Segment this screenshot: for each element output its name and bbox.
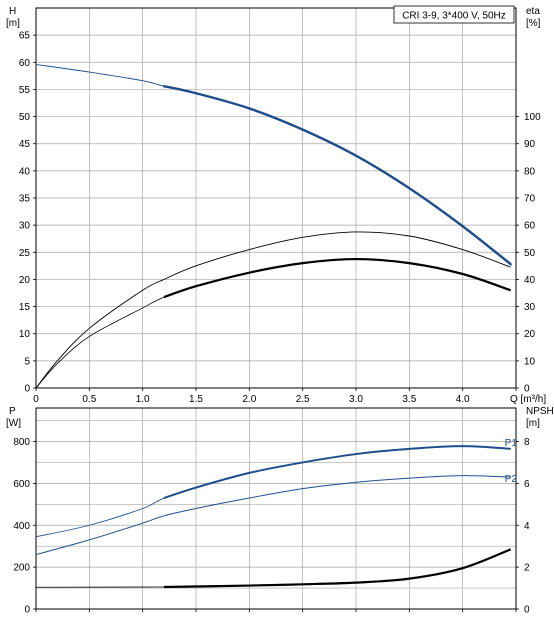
y-left-tick-label: 55	[19, 85, 31, 96]
y-right-tick-label: 8	[524, 437, 530, 448]
x-tick-label: 3.0	[349, 394, 363, 405]
x-tick-label: 0	[33, 394, 39, 405]
series-efficiency-curve-2-thin	[35, 258, 511, 389]
x-axis-label: Q [m³/h]	[510, 394, 546, 405]
series-p1-curve	[163, 445, 511, 499]
y-left-tick-label: 0	[24, 605, 30, 616]
y-left-axis-unit: [W]	[6, 418, 21, 429]
y-left-axis-unit: [m]	[6, 18, 20, 29]
y-left-tick-label: 0	[24, 384, 30, 395]
y-right-tick-label: 90	[524, 139, 536, 150]
y-right-tick-label: 0	[524, 605, 530, 616]
y-left-tick-label: 800	[13, 437, 30, 448]
y-left-axis-label: P	[9, 406, 16, 417]
y-right-axis-label: NPSH	[526, 406, 554, 417]
y-left-tick-label: 15	[19, 302, 31, 313]
x-tick-label: 2.0	[242, 394, 256, 405]
gridlines	[36, 408, 516, 609]
bottom-chart: 0 200 400 600 800 0 2 4 6 8 P[W] NPSH[m] P1 P2	[6, 406, 554, 616]
y-left-tick-label: 40	[19, 166, 31, 177]
y-right-tick-label: 70	[524, 194, 536, 205]
y-left-tick-label: 65	[19, 31, 31, 42]
y-left-tick-label: 600	[13, 479, 30, 490]
y-left-tick-label: 20	[19, 275, 31, 286]
y-right-tick-label: 100	[524, 112, 541, 123]
pump-model-label: CRI 3-9, 3*400 V, 50Hz	[402, 11, 506, 22]
x-tick-label: 1.0	[136, 394, 150, 405]
y-left-tick-label: 30	[19, 221, 31, 232]
y-right-tick-label: 50	[524, 248, 536, 259]
y-left-tick-label: 25	[19, 248, 31, 259]
y-right-tick-label: 30	[524, 302, 536, 313]
x-tick-label: 2.5	[296, 394, 310, 405]
y-right-axis-unit: [m]	[526, 418, 540, 429]
y-left-tick-label: 10	[19, 329, 31, 340]
y-left-axis-label: H	[9, 6, 16, 17]
y-right-tick-label: 0	[524, 384, 530, 395]
y-left-tick-label: 35	[19, 194, 31, 205]
series-efficiency-curve-2	[163, 257, 512, 299]
series-head-curve	[162, 84, 512, 266]
y-left-tick-label: 45	[19, 139, 31, 150]
y-left-tick-label: 50	[19, 112, 31, 123]
y-right-tick-label: 6	[524, 479, 530, 490]
pump-label-box: CRI 3-9, 3*400 V, 50Hz	[393, 5, 515, 24]
x-tick-label: 0.5	[82, 394, 96, 405]
y-right-tick-label: 60	[524, 221, 536, 232]
series-head-curve-thin	[35, 64, 511, 264]
y-right-axis-unit: [%]	[526, 18, 541, 29]
plot-frame	[35, 407, 517, 610]
y-left-tick-label: 5	[24, 356, 30, 367]
series-label-p2: P2	[505, 474, 518, 485]
y-left-tick-label: 200	[13, 563, 30, 574]
x-tick-label: 4.0	[456, 394, 470, 405]
y-right-tick-label: 80	[524, 166, 536, 177]
series-efficiency-curve-1	[35, 231, 511, 389]
y-left-tick-label: 400	[13, 521, 30, 532]
y-right-tick-label: 40	[524, 275, 536, 286]
y-right-tick-label: 20	[524, 329, 536, 340]
y-right-tick-label: 10	[524, 356, 536, 367]
series-p2-curve	[35, 475, 511, 556]
series-label-p1: P1	[505, 438, 518, 449]
y-left-tick-label: 60	[19, 58, 31, 69]
y-right-tick-label: 2	[524, 563, 530, 574]
top-chart: 0 5 10 15 20 25 30 35 40 45 50 55 60 65 0 10 20 30 40 50 60 7…	[6, 6, 546, 405]
y-right-axis-label: eta	[526, 6, 540, 17]
x-tick-label: 1.5	[189, 394, 203, 405]
series-p1-curve-thin	[35, 445, 511, 538]
y-right-tick-label: 4	[524, 521, 530, 532]
x-tick-label: 3.5	[402, 394, 416, 405]
gridlines	[36, 8, 516, 388]
series-npsh-curve	[163, 548, 512, 589]
